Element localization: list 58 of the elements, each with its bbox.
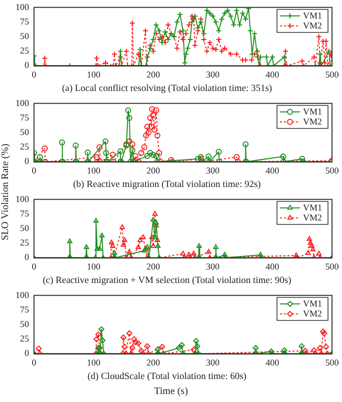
x-tick-label: 400	[266, 70, 280, 80]
legend-label: VM1	[303, 106, 322, 116]
x-tick-label: 0	[32, 70, 37, 80]
y-tick-label: 50	[20, 222, 30, 233]
x-tick-label: 400	[266, 358, 280, 368]
y-tick-label: 0	[24, 348, 30, 358]
x-tick-label: 300	[206, 262, 220, 272]
y-tick-label: 75	[20, 112, 30, 122]
legend-label: VM1	[303, 10, 322, 20]
x-tick-label: 500	[325, 262, 340, 272]
y-tick-label: 100	[16, 194, 30, 204]
legend-label: VM1	[303, 202, 322, 212]
x-tick-label: 400	[266, 166, 280, 176]
x-tick-label: 200	[146, 166, 160, 176]
y-tick-label: 100	[16, 2, 30, 12]
text: (c) Reactive migration + VM selection (Total violation time: 90s)	[42, 276, 292, 286]
y-tick-label: 50	[20, 318, 30, 329]
y-tick-label: 100	[16, 290, 30, 300]
x-tick-label: 0	[32, 166, 37, 176]
y-tick-label: 75	[20, 16, 30, 26]
y-tick-label: 0	[24, 252, 30, 262]
legend-label: VM1	[303, 298, 322, 308]
x-tick-label: 300	[206, 70, 220, 80]
legend-label: VM2	[303, 116, 322, 126]
text: (b) Reactive migration (Total violation time: 92s)	[73, 180, 261, 190]
legend-label: VM2	[303, 308, 322, 318]
y-tick-label: 25	[20, 238, 30, 248]
x-tick-label: 100	[86, 70, 101, 80]
x-tick-label: 0	[32, 262, 37, 272]
x-tick-label: 200	[146, 358, 160, 368]
x-tick-label: 100	[86, 166, 101, 176]
x-axis-title: Time (s)	[153, 385, 189, 397]
x-tick-label: 500	[325, 358, 340, 368]
legend-label: VM2	[303, 20, 322, 30]
y-tick-label: 25	[20, 142, 30, 152]
y-tick-label: 75	[20, 304, 30, 314]
legend-label: VM2	[303, 212, 322, 222]
x-tick-label: 200	[146, 70, 160, 80]
y-tick-label: 0	[24, 156, 30, 166]
y-tick-label: 50	[20, 126, 30, 137]
y-tick-label: 100	[16, 98, 30, 108]
x-tick-label: 0	[32, 358, 37, 368]
y-tick-label: 0	[24, 60, 30, 70]
x-tick-label: 400	[266, 262, 280, 272]
text: (a) Local conflict resolving (Total violation time: 351s)	[62, 84, 272, 94]
y-tick-label: 25	[20, 334, 30, 344]
x-tick-label: 100	[86, 358, 101, 368]
text: (d) CloudScale (Total violation time: 60s)	[88, 372, 246, 382]
y-tick-label: 50	[20, 30, 30, 41]
y-axis-title: SLO Violation Rate (%)	[0, 142, 12, 242]
x-tick-label: 100	[86, 262, 101, 272]
y-tick-label: 75	[20, 208, 30, 218]
x-tick-label: 300	[206, 358, 220, 368]
x-tick-label: 500	[325, 70, 340, 80]
x-tick-label: 300	[206, 166, 220, 176]
y-tick-label: 25	[20, 46, 30, 56]
x-tick-label: 200	[146, 262, 160, 272]
x-tick-label: 500	[325, 166, 340, 176]
